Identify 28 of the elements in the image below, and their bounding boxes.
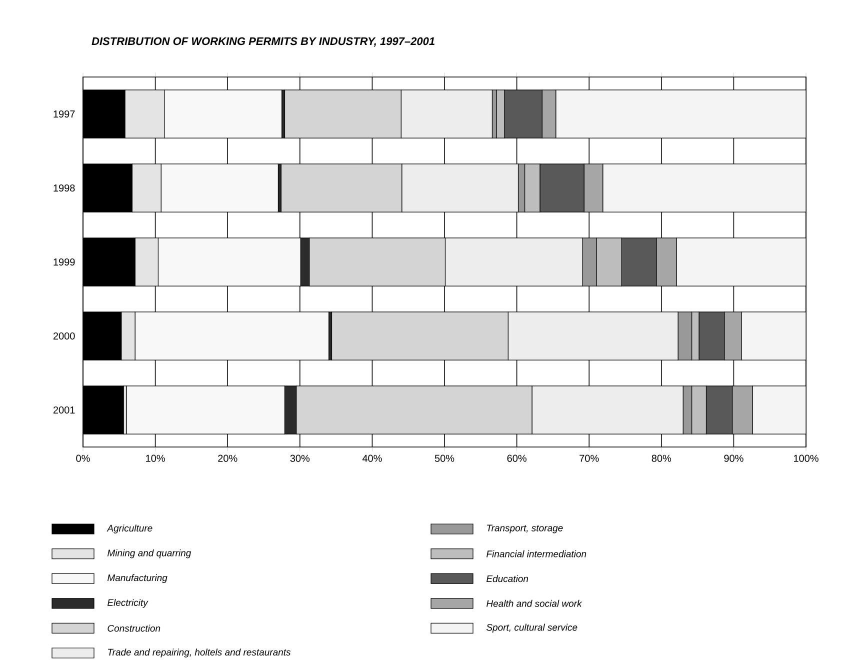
x-tick-label: 30%: [290, 454, 310, 462]
legend-label: Trade and repairing, holtels and restaurants: [108, 648, 291, 658]
x-tick-label: 70%: [580, 454, 599, 462]
legend-label: Education: [486, 575, 528, 582]
x-tick-label: 60%: [507, 454, 526, 462]
x-tick-label: 40%: [362, 454, 382, 462]
y-tick-label: 1999: [54, 258, 75, 266]
legend-label: Health and social work: [486, 600, 582, 607]
x-tick-label: 90%: [724, 454, 744, 462]
chart-title: DISTRIBUTION OF WORKING PERMITS BY INDUSTRY, 1997–2001: [92, 37, 434, 47]
x-tick-label: 10%: [146, 454, 165, 462]
legend-label: Manufacturing: [108, 574, 168, 584]
x-tick-label: 0%: [76, 454, 90, 462]
x-tick-label: 100%: [794, 454, 818, 462]
legend-label: Electricity: [108, 598, 148, 608]
x-tick-label: 50%: [434, 454, 454, 462]
legend-label: Construction: [108, 624, 160, 632]
x-tick-label: 80%: [652, 454, 672, 462]
legend-label: Mining and quarring: [108, 549, 192, 558]
y-tick-label: 1997: [54, 110, 75, 118]
legend-label: Agriculture: [106, 524, 152, 534]
legend-label: Transport, storage: [487, 524, 563, 534]
legend-label: Financial intermediation: [486, 550, 586, 558]
y-tick-label: 2000: [53, 332, 75, 340]
y-tick-label: 1998: [54, 184, 75, 192]
legend-label: Sport, cultural service: [486, 624, 578, 633]
y-tick-label: 2001: [53, 406, 75, 414]
x-tick-label: 20%: [218, 454, 238, 462]
